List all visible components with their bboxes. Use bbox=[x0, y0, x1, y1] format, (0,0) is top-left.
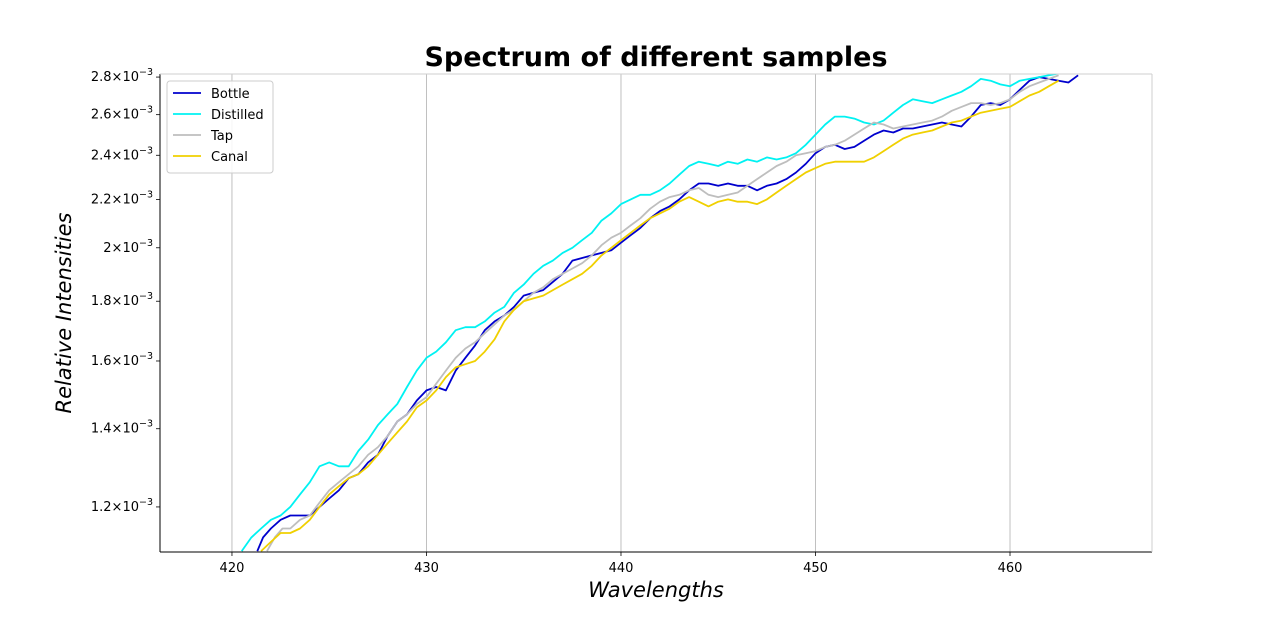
y-tick-label: 2.8×10−3 bbox=[91, 67, 153, 85]
y-tick-label: 1.8×10−3 bbox=[91, 291, 153, 309]
y-tick-times: × bbox=[112, 294, 123, 309]
y-axis-ticks: 1.2×10−31.4×10−31.6×10−31.8×10−32×10−32.… bbox=[91, 67, 160, 515]
legend-box bbox=[166, 80, 274, 174]
y-tick-label: 1.4×10−3 bbox=[91, 419, 153, 437]
y-tick-mantissa: 2.6 bbox=[91, 108, 112, 123]
y-tick-label: 2.2×10−3 bbox=[91, 189, 153, 207]
y-tick-label: 1.2×10−3 bbox=[91, 497, 153, 515]
y-tick-times: × bbox=[112, 70, 123, 85]
y-tick-mantissa: 2 bbox=[103, 241, 111, 256]
y-tick-mantissa: 2.2 bbox=[91, 192, 112, 207]
y-tick-times: × bbox=[112, 241, 123, 256]
x-tick-label: 450 bbox=[803, 561, 828, 576]
y-tick-base: 10 bbox=[122, 192, 139, 207]
x-axis-ticks: 420 430 440 450 460 bbox=[220, 552, 1023, 576]
y-tick-label: 2×10−3 bbox=[103, 238, 153, 256]
y-tick-label: 2.4×10−3 bbox=[91, 145, 153, 163]
axes bbox=[159, 73, 1153, 553]
series-line-tap bbox=[266, 74, 1059, 552]
plot-area bbox=[240, 74, 1079, 552]
x-axis-label: Wavelengths bbox=[588, 578, 724, 602]
x-tick-label: 430 bbox=[414, 561, 439, 576]
legend-label-canal: Canal bbox=[211, 150, 248, 165]
y-tick-mantissa: 2.4 bbox=[91, 148, 112, 163]
y-tick-times: × bbox=[112, 422, 123, 437]
y-tick-base: 10 bbox=[122, 241, 139, 256]
y-tick-times: × bbox=[112, 192, 123, 207]
y-tick-exponent: −3 bbox=[139, 105, 153, 116]
y-tick-base: 10 bbox=[122, 422, 139, 437]
y-tick-base: 10 bbox=[122, 294, 139, 309]
series-line-distilled bbox=[240, 74, 1059, 552]
y-tick-mantissa: 2.8 bbox=[91, 70, 112, 85]
y-tick-base: 10 bbox=[122, 108, 139, 123]
chart-title: Spectrum of different samples bbox=[424, 42, 887, 73]
y-tick-base: 10 bbox=[122, 500, 139, 515]
x-tick-label: 420 bbox=[220, 561, 245, 576]
x-tick-label: 440 bbox=[609, 561, 634, 576]
y-tick-mantissa: 1.4 bbox=[91, 422, 112, 437]
y-tick-exponent: −3 bbox=[139, 145, 153, 156]
y-tick-exponent: −3 bbox=[139, 238, 153, 249]
y-tick-label: 2.6×10−3 bbox=[91, 105, 153, 123]
y-tick-exponent: −3 bbox=[139, 497, 153, 508]
legend-label-tap: Tap bbox=[210, 129, 233, 144]
y-axis-label: Relative Intensities bbox=[52, 212, 76, 413]
y-tick-exponent: −3 bbox=[139, 189, 153, 200]
y-tick-exponent: −3 bbox=[139, 351, 153, 362]
x-tick-label: 460 bbox=[998, 561, 1023, 576]
legend-label-distilled: Distilled bbox=[211, 108, 264, 123]
y-tick-exponent: −3 bbox=[139, 291, 153, 302]
y-tick-exponent: −3 bbox=[139, 419, 153, 430]
y-tick-base: 10 bbox=[122, 354, 139, 369]
y-tick-base: 10 bbox=[122, 148, 139, 163]
series-line-canal bbox=[260, 79, 1060, 552]
y-tick-times: × bbox=[112, 148, 123, 163]
y-tick-mantissa: 1.6 bbox=[91, 354, 112, 369]
legend-label-bottle: Bottle bbox=[211, 87, 250, 102]
y-tick-times: × bbox=[112, 500, 123, 515]
legend: Bottle Distilled Tap Canal bbox=[166, 80, 274, 174]
series-lines bbox=[240, 74, 1079, 552]
y-tick-mantissa: 1.2 bbox=[91, 500, 112, 515]
y-tick-mantissa: 1.8 bbox=[91, 294, 112, 309]
y-tick-base: 10 bbox=[122, 70, 139, 85]
y-tick-times: × bbox=[112, 354, 123, 369]
y-tick-times: × bbox=[112, 108, 123, 123]
y-tick-label: 1.6×10−3 bbox=[91, 351, 153, 369]
series-line-bottle bbox=[256, 74, 1079, 552]
y-tick-exponent: −3 bbox=[139, 67, 153, 78]
